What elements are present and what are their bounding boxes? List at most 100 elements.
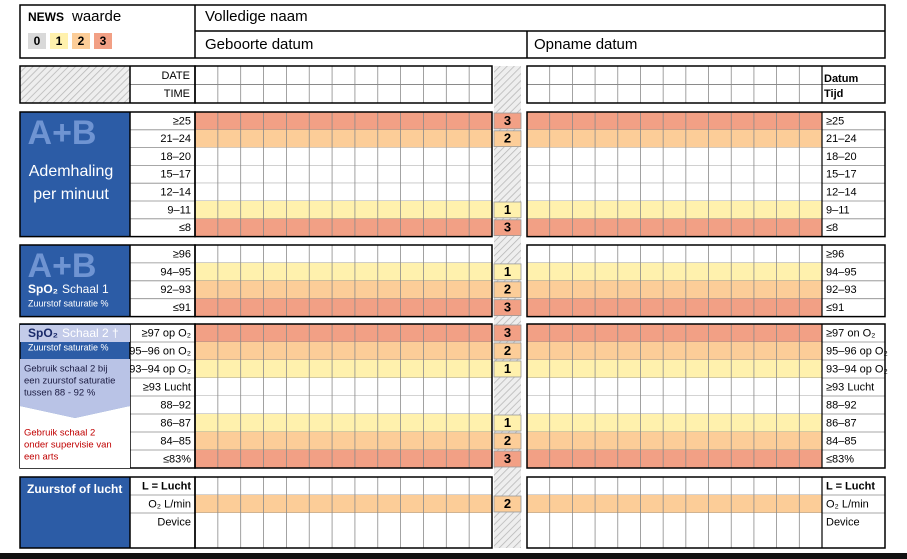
score-chip-label: 2 — [78, 34, 85, 48]
row-score: 2 — [504, 131, 511, 146]
section-border — [194, 476, 493, 549]
score-box — [493, 130, 522, 148]
row-score: 1 — [504, 361, 511, 376]
section-border — [526, 323, 886, 469]
score-chip-label: 1 — [56, 34, 63, 48]
row-fill — [195, 245, 492, 263]
warning-band — [20, 418, 130, 468]
row-label: 94–95 — [826, 266, 857, 278]
row-label: Device — [157, 516, 191, 528]
row-fill — [527, 129, 822, 148]
date-label: DATE — [161, 70, 190, 82]
row-fill — [527, 342, 822, 360]
row-label: 92–93 — [826, 284, 857, 296]
row-label: Device — [826, 516, 860, 528]
news-label: NEWS — [28, 10, 64, 24]
panel-heading: SpO₂ — [28, 282, 58, 296]
row-label: ≥93 Lucht — [143, 381, 191, 393]
panel-heading: Schaal 2 † — [62, 326, 119, 340]
row-score: 2 — [504, 496, 511, 511]
row-fill — [195, 112, 492, 130]
row-label: ≤83% — [826, 453, 854, 465]
row-label: 84–85 — [160, 435, 191, 447]
warning-text: onder supervisie van — [24, 440, 112, 451]
row-fill — [527, 324, 822, 342]
row-label: ≥25 — [826, 115, 844, 127]
badge: A+B — [28, 114, 97, 152]
row-score: 1 — [504, 202, 511, 217]
score-box — [493, 299, 522, 317]
row-fill — [195, 432, 492, 450]
row-fill — [195, 280, 492, 299]
row-label: 95–96 on O₂ — [129, 345, 191, 357]
row-fill — [195, 477, 492, 495]
row-label: ≥96 — [826, 248, 844, 260]
row-label: ≤83% — [163, 453, 191, 465]
row-fill — [195, 183, 492, 201]
row-label: O₂ L/min — [826, 498, 869, 510]
section-border — [526, 244, 886, 318]
row-fill — [527, 432, 822, 450]
score-box — [493, 281, 522, 299]
note-text: tussen 88 - 92 % — [24, 388, 96, 399]
row-score: 3 — [504, 325, 511, 340]
row-score: 3 — [504, 300, 511, 315]
row-fill — [527, 378, 822, 396]
row-score: 3 — [504, 451, 511, 466]
score-box — [493, 414, 522, 432]
row-label: L = Lucht — [826, 480, 875, 492]
panel-heading: Zuurstof of lucht — [27, 482, 122, 496]
score-box — [493, 450, 522, 468]
badge: A+B — [28, 247, 97, 285]
row-fill — [527, 414, 822, 432]
row-label: 12–14 — [826, 187, 857, 199]
section-panel — [20, 477, 130, 548]
row-fill — [195, 262, 492, 281]
name-label: Volledige naam — [205, 8, 308, 25]
warning-notch — [20, 406, 130, 418]
hatch-box — [20, 66, 130, 103]
section-border — [526, 476, 886, 549]
row-label: 18–20 — [160, 151, 191, 163]
waarde-label: waarde — [71, 8, 121, 25]
score-box — [493, 495, 522, 513]
score-box — [493, 201, 522, 219]
row-fill — [527, 280, 822, 299]
section-border — [194, 244, 493, 318]
row-label: L = Lucht — [142, 480, 191, 492]
row-fill — [195, 396, 492, 414]
row-label: ≤91 — [173, 302, 191, 314]
row-fill — [527, 495, 822, 513]
row-score: 1 — [504, 264, 511, 279]
score-box — [493, 360, 522, 378]
score-chip-label: 3 — [100, 34, 107, 48]
row-fill — [527, 201, 822, 219]
row-fill — [195, 513, 492, 548]
note-text: Gebruik schaal 2 bij — [24, 364, 107, 375]
score-chip — [72, 33, 90, 49]
score-chip — [94, 33, 112, 49]
row-fill — [195, 450, 492, 468]
section-panel — [20, 245, 130, 317]
row-label: ≥93 Lucht — [826, 381, 874, 393]
section-panel — [20, 112, 130, 237]
row-fill — [195, 378, 492, 396]
row-fill — [195, 298, 492, 317]
row-label: 9–11 — [167, 204, 191, 216]
row-fill — [195, 218, 492, 237]
row-label: 88–92 — [826, 399, 857, 411]
row-fill — [527, 165, 822, 184]
row-fill — [527, 298, 822, 317]
row-fill — [527, 396, 822, 414]
row-fill — [527, 245, 822, 263]
score-box — [493, 219, 522, 237]
row-fill — [527, 450, 822, 468]
row-fill — [527, 218, 822, 237]
panel-sub: Zuurstof saturatie % — [28, 342, 109, 352]
row-score: 3 — [504, 113, 511, 128]
row-fill — [195, 147, 492, 166]
birth-label: Geboorte datum — [205, 36, 313, 53]
date-label: TIME — [164, 88, 190, 100]
row-fill — [195, 201, 492, 219]
